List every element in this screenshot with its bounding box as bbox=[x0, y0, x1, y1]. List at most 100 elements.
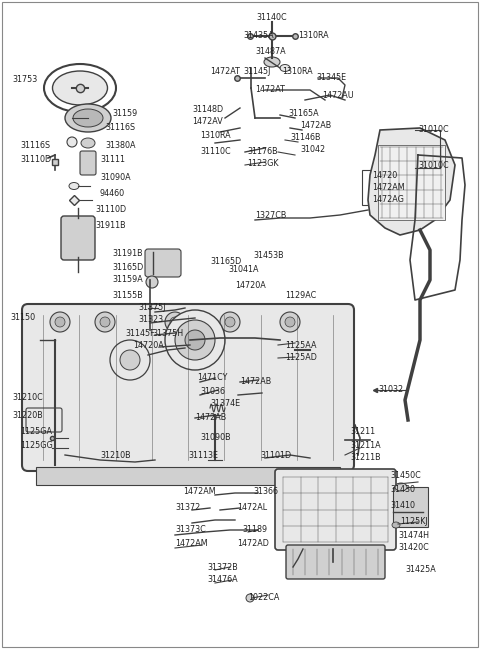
Text: 31113E: 31113E bbox=[188, 450, 218, 459]
Circle shape bbox=[165, 310, 225, 370]
Ellipse shape bbox=[69, 182, 79, 190]
Bar bbox=[393, 487, 428, 527]
Circle shape bbox=[175, 320, 215, 360]
Circle shape bbox=[246, 594, 254, 602]
FancyBboxPatch shape bbox=[80, 151, 96, 175]
Text: 31420C: 31420C bbox=[398, 543, 429, 552]
Bar bbox=[36, 467, 340, 485]
Bar bbox=[362, 170, 410, 205]
Text: 1472AB: 1472AB bbox=[195, 413, 226, 422]
Text: 31159: 31159 bbox=[112, 108, 137, 117]
Text: 31116S: 31116S bbox=[105, 123, 135, 132]
Ellipse shape bbox=[280, 64, 290, 71]
Text: 14720A: 14720A bbox=[235, 280, 266, 289]
Text: 31375J: 31375J bbox=[138, 304, 166, 313]
Text: 1129AC: 1129AC bbox=[285, 291, 316, 299]
Circle shape bbox=[146, 276, 158, 288]
Text: 1022CA: 1022CA bbox=[248, 593, 279, 602]
Text: 31159A: 31159A bbox=[112, 275, 143, 284]
Text: 31148D: 31148D bbox=[192, 106, 223, 114]
Circle shape bbox=[170, 317, 180, 327]
Text: 31374E: 31374E bbox=[210, 400, 240, 408]
Text: 31111: 31111 bbox=[100, 156, 125, 164]
Ellipse shape bbox=[392, 522, 400, 528]
Text: 31210B: 31210B bbox=[100, 450, 131, 459]
Text: 31210C: 31210C bbox=[12, 393, 43, 402]
Ellipse shape bbox=[65, 104, 111, 132]
Text: 31145J: 31145J bbox=[243, 67, 270, 77]
Circle shape bbox=[55, 317, 65, 327]
Text: 31911B: 31911B bbox=[95, 221, 126, 230]
Text: 31372B: 31372B bbox=[207, 563, 238, 572]
Text: 31101D: 31101D bbox=[260, 450, 291, 459]
Text: 31211B: 31211B bbox=[350, 454, 381, 463]
Text: 31211A: 31211A bbox=[350, 441, 381, 450]
Text: 1472AB: 1472AB bbox=[240, 378, 271, 387]
Text: 31042: 31042 bbox=[300, 145, 325, 154]
Circle shape bbox=[280, 312, 300, 332]
Text: 31010C: 31010C bbox=[418, 160, 449, 169]
Text: 31191B: 31191B bbox=[112, 249, 143, 258]
Text: 1472AT: 1472AT bbox=[255, 86, 285, 95]
Text: 31474H: 31474H bbox=[398, 530, 429, 539]
Text: 14720: 14720 bbox=[372, 171, 397, 180]
Text: 31165D: 31165D bbox=[112, 262, 143, 271]
Circle shape bbox=[95, 312, 115, 332]
Text: 31010C: 31010C bbox=[418, 125, 449, 134]
Text: 31036: 31036 bbox=[200, 387, 225, 395]
Text: 1472AU: 1472AU bbox=[322, 90, 354, 99]
FancyBboxPatch shape bbox=[61, 216, 95, 260]
Bar bbox=[378, 145, 445, 220]
Text: 31155B: 31155B bbox=[112, 291, 143, 299]
Text: 31372: 31372 bbox=[175, 502, 200, 511]
Polygon shape bbox=[368, 128, 455, 235]
Text: 31165D: 31165D bbox=[210, 258, 241, 267]
FancyBboxPatch shape bbox=[22, 304, 354, 471]
Text: 31150: 31150 bbox=[10, 313, 35, 323]
Circle shape bbox=[285, 317, 295, 327]
Text: 1310RA: 1310RA bbox=[298, 32, 329, 40]
Text: 31110C: 31110C bbox=[200, 147, 230, 156]
Text: 1472AG: 1472AG bbox=[372, 195, 404, 204]
Text: 1472AD: 1472AD bbox=[237, 539, 269, 548]
Circle shape bbox=[50, 312, 70, 332]
Text: 1125GA: 1125GA bbox=[20, 428, 52, 437]
Ellipse shape bbox=[73, 109, 103, 127]
Text: 31323: 31323 bbox=[138, 315, 163, 324]
Circle shape bbox=[67, 137, 77, 147]
Text: 1471CY: 1471CY bbox=[197, 374, 228, 382]
Text: 31140C: 31140C bbox=[257, 14, 288, 23]
Text: 1472AL: 1472AL bbox=[237, 502, 267, 511]
Text: 31211: 31211 bbox=[350, 428, 375, 437]
FancyBboxPatch shape bbox=[286, 545, 385, 579]
Text: 94460: 94460 bbox=[100, 188, 125, 197]
Text: 1327CB: 1327CB bbox=[255, 210, 287, 219]
Text: 1472AB: 1472AB bbox=[300, 121, 331, 130]
Circle shape bbox=[110, 340, 150, 380]
Text: 1125AD: 1125AD bbox=[285, 354, 317, 363]
Text: 31116S: 31116S bbox=[20, 140, 50, 149]
Text: 1123GK: 1123GK bbox=[247, 160, 278, 169]
Text: 31425A: 31425A bbox=[405, 565, 436, 574]
Text: 1310RA: 1310RA bbox=[282, 67, 312, 77]
Text: 31090B: 31090B bbox=[200, 434, 230, 443]
Text: 31380A: 31380A bbox=[105, 140, 135, 149]
Text: 1310RA: 1310RA bbox=[200, 132, 230, 140]
Text: 14720A: 14720A bbox=[133, 341, 164, 350]
Text: 31220B: 31220B bbox=[12, 411, 43, 419]
Text: 1472AM: 1472AM bbox=[183, 487, 216, 496]
Text: 31090A: 31090A bbox=[100, 173, 131, 182]
Text: 31366: 31366 bbox=[253, 487, 278, 496]
Text: 31450C: 31450C bbox=[390, 472, 421, 480]
Text: 31145F: 31145F bbox=[125, 328, 155, 337]
Text: 31110D: 31110D bbox=[20, 156, 51, 164]
Circle shape bbox=[120, 350, 140, 370]
Text: 31476A: 31476A bbox=[207, 576, 238, 585]
Text: 31435A: 31435A bbox=[243, 32, 274, 40]
Text: 31487A: 31487A bbox=[255, 47, 286, 56]
Text: 31189: 31189 bbox=[242, 526, 267, 535]
Text: 31753: 31753 bbox=[12, 75, 37, 84]
Ellipse shape bbox=[81, 138, 95, 148]
FancyBboxPatch shape bbox=[275, 469, 396, 550]
Text: 31165A: 31165A bbox=[288, 108, 319, 117]
